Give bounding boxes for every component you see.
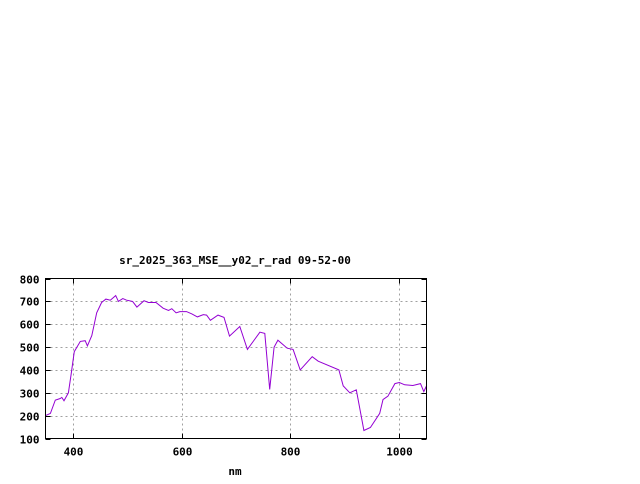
y-tick-label: 600 <box>20 319 40 332</box>
plot-frame <box>45 278 427 439</box>
x-tick-label: 600 <box>173 446 193 459</box>
y-tick-label: 400 <box>20 365 40 378</box>
y-tick-label: 500 <box>20 342 40 355</box>
x-tick-label: 1000 <box>386 446 413 459</box>
y-tick-label: 300 <box>20 388 40 401</box>
ticks: 400 600 800 1000 100 200 300 400 500 600 700 800 <box>20 274 427 459</box>
x-tick-label: 800 <box>281 446 301 459</box>
grid <box>45 278 427 439</box>
y-tick-label: 200 <box>20 411 40 424</box>
y-tick-label: 800 <box>20 274 40 287</box>
x-tick-label: 400 <box>64 446 84 459</box>
series-line <box>45 294 427 432</box>
y-tick-label: 100 <box>20 434 40 447</box>
chart-title: sr_2025_363_MSE__y02_r_rad 09-52-00 <box>119 254 351 267</box>
y-tick-label: 700 <box>20 296 40 309</box>
x-axis-label: nm <box>228 465 242 478</box>
